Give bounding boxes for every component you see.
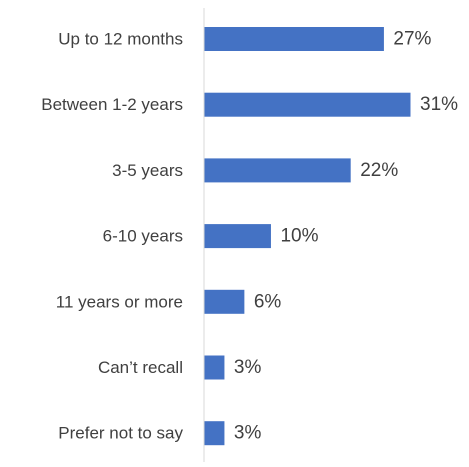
bar-0: [204, 27, 384, 51]
value-label: 22%: [360, 160, 398, 181]
category-label: 11 years or more: [56, 292, 183, 311]
bar-5: [204, 355, 225, 380]
bar-6: [204, 421, 225, 446]
value-label: 10%: [280, 226, 318, 247]
value-label: 6%: [254, 291, 282, 312]
value-label: 31%: [420, 94, 458, 115]
value-label: 3%: [234, 423, 262, 444]
bar-3: [204, 224, 271, 249]
value-label: 27%: [393, 29, 431, 50]
bar-2: [204, 158, 351, 183]
category-label: 3-5 years: [112, 161, 183, 180]
bar-4: [204, 289, 245, 314]
value-label: 3%: [234, 357, 262, 378]
category-label: Up to 12 months: [58, 30, 183, 49]
category-label: Prefer not to say: [58, 424, 183, 443]
category-label: Between 1-2 years: [41, 95, 183, 114]
bar-1: [204, 92, 411, 117]
bars-layer: [204, 27, 411, 446]
category-label: Can’t recall: [98, 358, 183, 377]
labels-layer: Up to 12 months 27% Between 1-2 years 31% 3-…: [41, 29, 458, 444]
category-label: 6-10 years: [103, 227, 183, 246]
